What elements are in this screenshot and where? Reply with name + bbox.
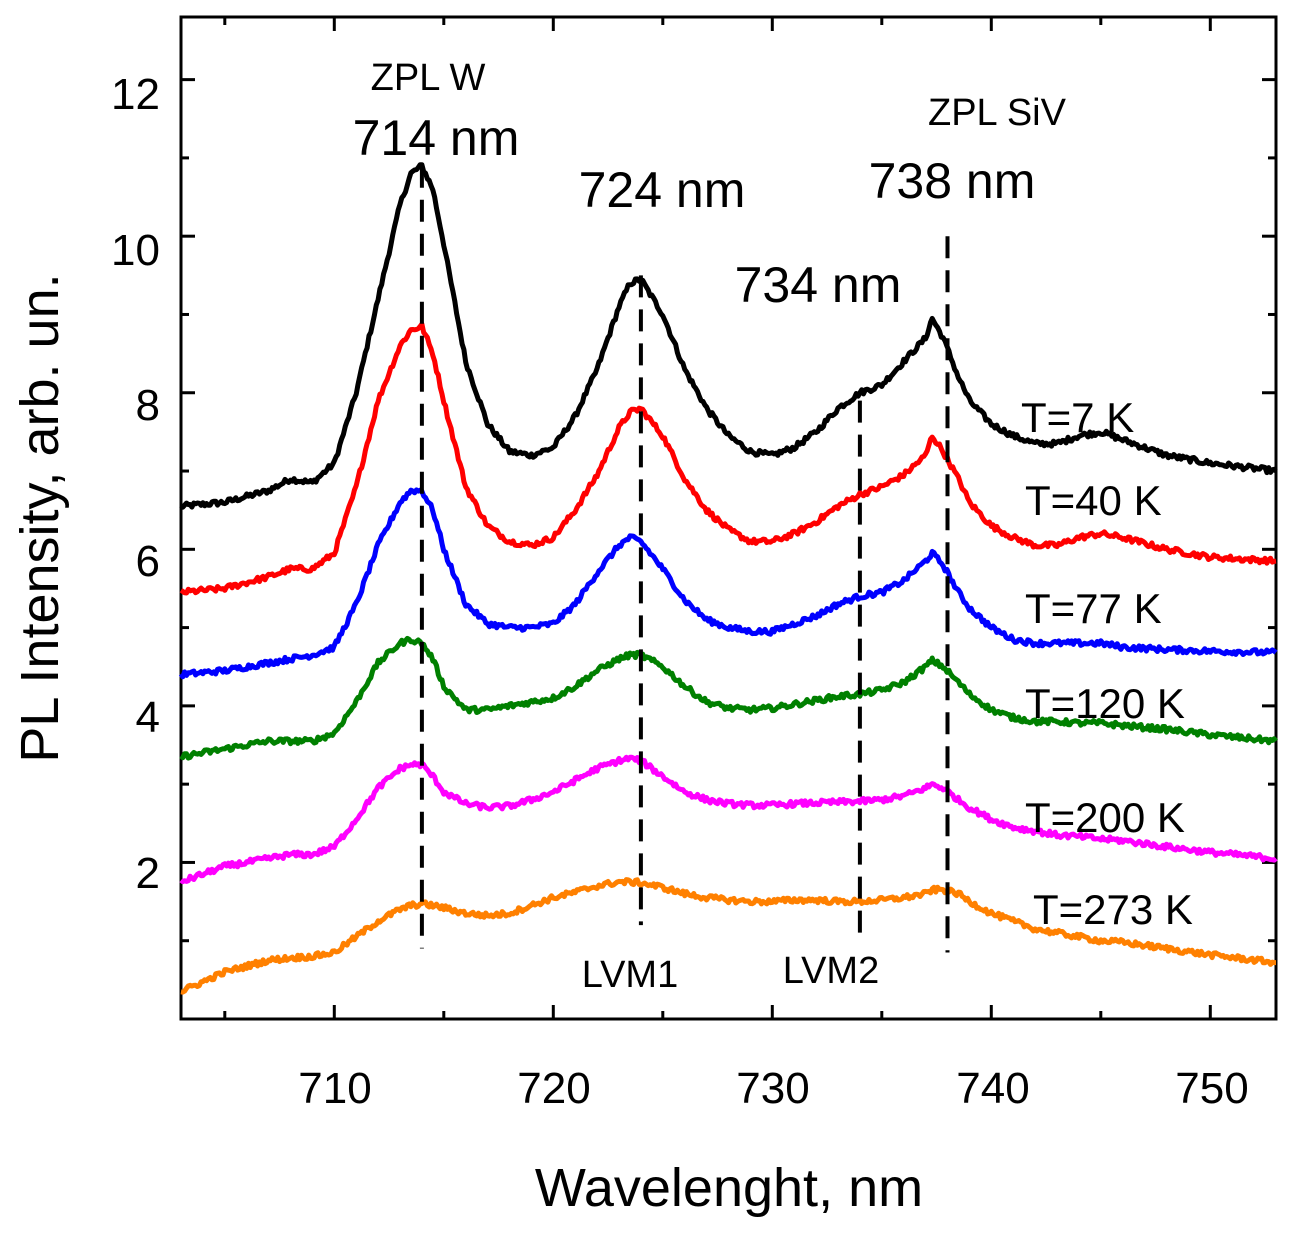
series-layer (178, 162, 1278, 995)
reference-lines (419, 165, 950, 953)
peak-sublabel-zpl-siv: ZPL SiV (928, 92, 1067, 134)
series-label-120k: T=120 K (1025, 680, 1185, 727)
x-axis-title: Wavelenght, nm (535, 1158, 923, 1218)
y-axis-title: PL Intensity, arb. un. (10, 273, 70, 762)
series-label-40k: T=40 K (1025, 477, 1162, 524)
series-line-2 (178, 487, 1278, 680)
series-line-3 (179, 635, 1278, 761)
series-line-1 (179, 321, 1277, 596)
peak-sublabel-lvm2: LVM2 (783, 950, 879, 992)
peak-sublabel-lvm1: LVM1 (582, 954, 678, 996)
series-label-77k: T=77 K (1025, 585, 1162, 632)
x-tick-label: 720 (517, 1064, 590, 1113)
y-tick-label: 8 (136, 381, 160, 430)
y-tick-label: 2 (136, 849, 160, 898)
y-tick-label: 4 (136, 693, 160, 742)
y-tick-label: 10 (111, 226, 160, 275)
peak-label-738: 738 nm (869, 153, 1036, 209)
series-line-4 (179, 754, 1278, 885)
y-tick-label: 12 (111, 70, 160, 119)
peak-sublabel-zpl-w: ZPL W (371, 57, 486, 99)
series-label-7k: T=7 K (1021, 394, 1134, 441)
peak-label-734: 734 nm (735, 257, 902, 313)
series-line-5 (180, 877, 1277, 995)
peak-label-714: 714 nm (353, 110, 520, 166)
x-tick-label: 730 (736, 1064, 809, 1113)
x-tick-label: 740 (956, 1064, 1029, 1113)
plot-frame (179, 15, 1278, 1021)
peak-label-724: 724 nm (579, 162, 746, 218)
y-tick-label: 6 (136, 537, 160, 586)
series-line-0 (179, 162, 1278, 510)
series-label-273k: T=273 K (1033, 886, 1193, 933)
x-tick-label: 710 (298, 1064, 371, 1113)
series-label-200k: T=200 K (1025, 794, 1185, 841)
x-tick-label: 750 (1175, 1064, 1248, 1113)
